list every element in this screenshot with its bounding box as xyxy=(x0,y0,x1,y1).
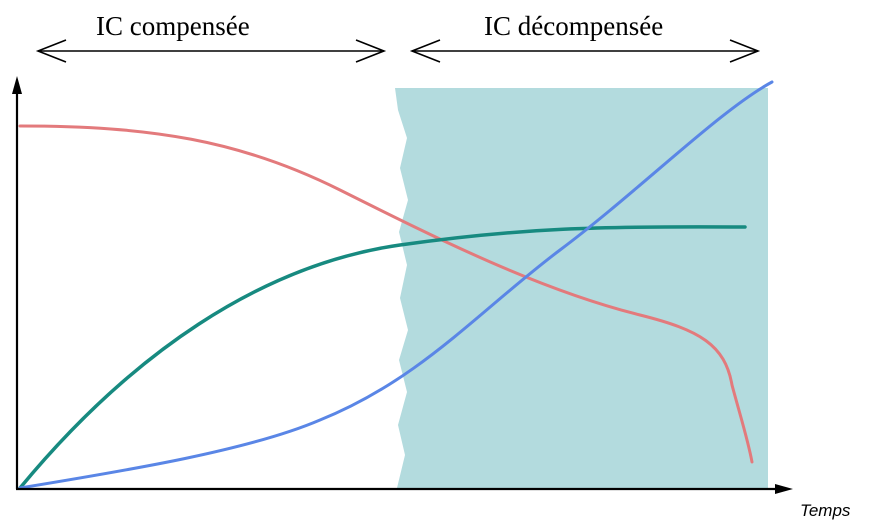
y-axis-arrowhead xyxy=(12,76,22,94)
compensated-phase-arrow xyxy=(35,39,387,63)
x-axis-arrowhead xyxy=(775,484,793,494)
phase-label-decompensated: IC décompensée xyxy=(484,11,663,41)
curve-red xyxy=(18,124,754,464)
curve-blue xyxy=(18,80,774,490)
x-axis-label: Temps xyxy=(800,501,851,520)
curve-teal xyxy=(18,225,747,490)
decompensated-region xyxy=(395,88,768,488)
decompensated-phase-arrow xyxy=(409,39,761,63)
phase-label-compensated: IC compensée xyxy=(96,11,250,41)
